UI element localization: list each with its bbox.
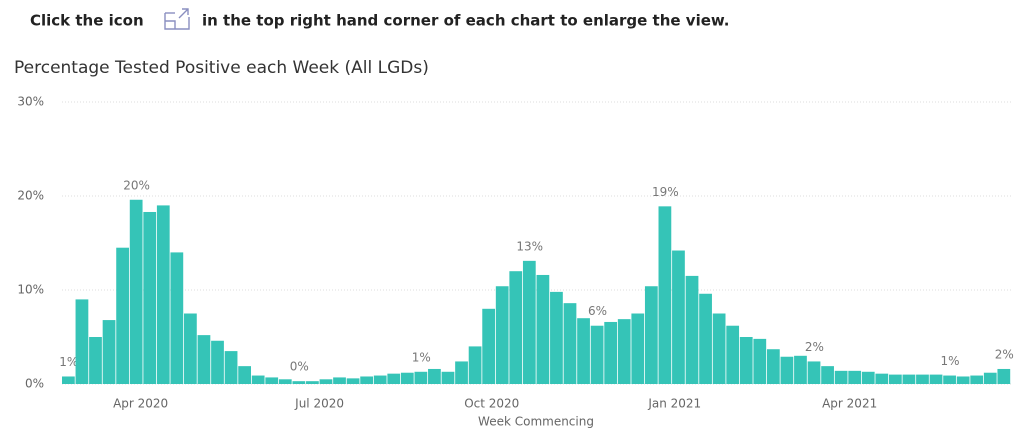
bar [292,381,306,384]
bar [441,371,455,384]
bar [563,303,577,384]
bar [455,361,468,384]
bar [360,376,374,384]
bar [888,374,902,384]
bar [346,378,360,384]
bar [983,372,997,384]
bar [129,199,143,384]
bar [780,356,794,384]
y-tick-label: 10% [17,283,44,297]
bar [861,371,875,384]
bar [726,325,740,384]
bar [156,205,170,384]
bar [536,274,550,384]
bar [509,271,523,384]
data-label: 2% [805,340,824,354]
x-axis-title: Week Commencing [478,415,594,429]
bar [712,313,726,384]
bar [373,375,387,384]
bar [875,373,889,384]
bar [400,372,414,384]
bar [739,337,753,384]
bar [902,374,916,384]
bar [753,338,767,384]
x-tick-label: Oct 2020 [464,397,519,411]
bar [75,299,89,384]
bar [468,346,482,384]
bar [278,379,292,384]
data-label: 1% [940,354,959,368]
x-tick-label: Apr 2021 [822,397,877,411]
bar [631,313,645,384]
bar [319,379,333,384]
bar [644,286,658,384]
bar [482,308,496,384]
bar [807,361,821,384]
bar [224,351,238,384]
bar [428,368,441,384]
bar [197,335,211,384]
bar [102,320,116,384]
data-label: 1% [59,355,78,369]
bar [658,206,672,384]
bar [495,286,509,384]
bar [617,319,631,384]
bar [89,337,102,384]
bar [970,375,984,384]
bar [821,366,834,384]
x-tick-label: Jan 2021 [647,397,701,411]
data-label: 6% [588,304,607,318]
data-label: 13% [516,239,543,253]
bar [577,318,590,384]
bar [62,376,75,384]
y-tick-label: 30% [17,95,44,109]
bar [522,260,536,384]
bar [672,250,685,384]
bar [943,375,956,384]
header-text: in the top right hand corner of each cha… [202,12,729,30]
bar [251,375,265,384]
data-label: 2% [995,347,1014,361]
bar [794,355,807,384]
bar [685,275,699,384]
data-label: 0% [290,360,309,374]
bar [766,349,780,384]
bar [238,366,251,384]
bar [387,373,401,384]
data-label: 1% [412,350,431,364]
bar [590,325,604,384]
bar [211,340,224,384]
bar [170,252,184,384]
bar [916,374,929,384]
bar [997,368,1011,384]
bar [848,370,862,384]
bar [956,376,970,384]
data-label: 19% [652,185,679,199]
bar [604,321,618,384]
expand-icon [164,8,190,30]
data-label: 20% [123,178,150,192]
bar [834,370,848,384]
chart-title: Percentage Tested Positive each Week (Al… [14,58,429,78]
bar [550,291,563,384]
bar [265,377,279,384]
bar [699,293,712,384]
bar [116,247,129,384]
y-tick-label: 20% [17,189,44,203]
bar [143,211,157,384]
x-tick-label: Jul 2020 [294,397,344,411]
header-text: Click the icon [30,12,144,30]
bar [306,381,319,384]
bar [184,313,197,384]
bar [414,371,428,384]
bar [333,377,346,384]
y-tick-label: 0% [25,377,44,391]
bar [929,374,943,384]
x-tick-label: Apr 2020 [113,397,168,411]
